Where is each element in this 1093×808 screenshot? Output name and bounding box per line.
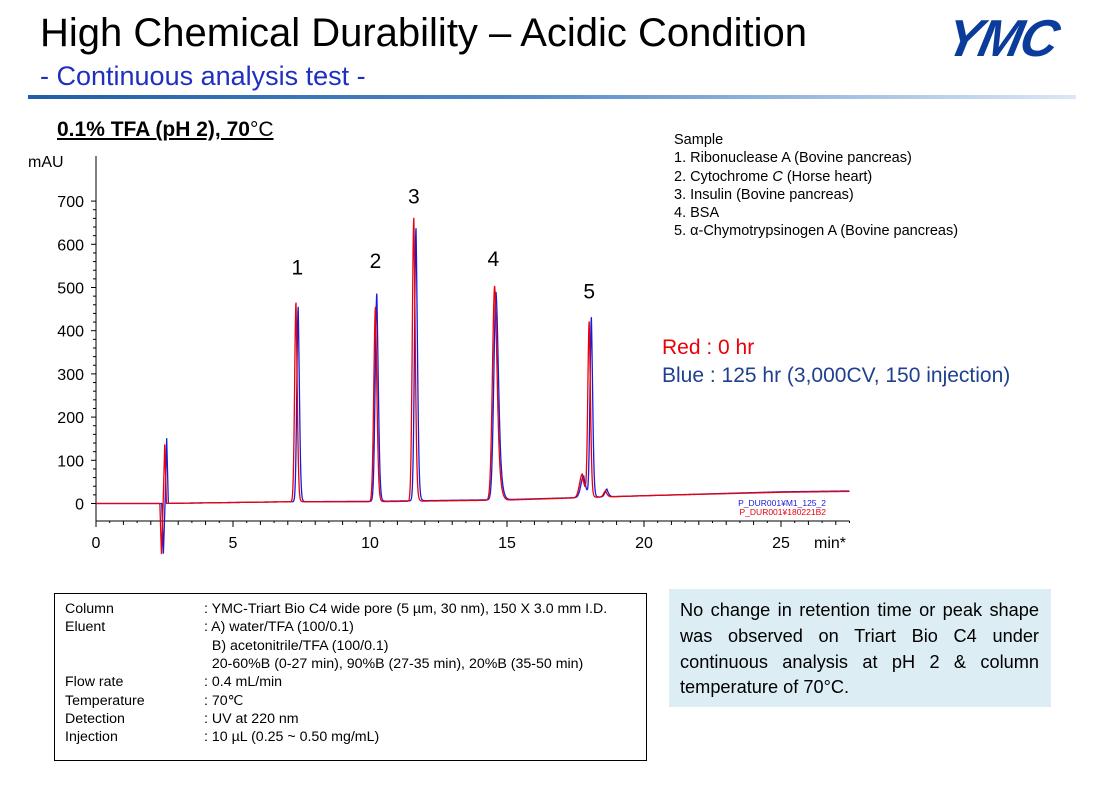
- y-tick-label: 0: [75, 497, 84, 514]
- sample-heading: Sample: [674, 132, 724, 148]
- y-tick-label: 100: [57, 453, 84, 470]
- sample-list: Sample 1. Ribonuclease A (Bovine pancrea…: [674, 131, 958, 241]
- header-divider: [28, 95, 1076, 99]
- file-label: P_DUR001¥180221B2: [740, 507, 827, 517]
- x-tick-label: 0: [92, 535, 101, 552]
- x-tick-label: 5: [229, 535, 238, 552]
- y-tick-label: 600: [57, 237, 84, 254]
- y-tick-label: 400: [57, 324, 84, 341]
- trace-line: [95, 227, 851, 554]
- y-axis-label: mAU: [28, 154, 64, 171]
- y-tick-label: 700: [57, 194, 84, 211]
- sample-item: 2. Cytochrome C (Horse heart): [674, 168, 873, 185]
- trace-line: [95, 217, 851, 555]
- condition-value: : 70℃: [204, 692, 244, 709]
- peak-label: 4: [487, 248, 499, 271]
- sample-item: 4. BSA: [674, 205, 720, 222]
- condition-value: : A) water/TFA (100/0.1): [204, 619, 354, 636]
- sample-item: 1. Ribonuclease A (Bovine pancreas): [674, 150, 912, 167]
- condition-value: : 0.4 mL/min: [204, 674, 283, 691]
- page-subtitle: - Continuous analysis test -: [40, 61, 366, 91]
- sample-item: 5. α-Chymotrypsinogen A (Bovine pancreas…: [674, 223, 959, 240]
- peak-label: 3: [408, 185, 420, 208]
- summary-note: No change in retention time or peak shap…: [669, 589, 1051, 707]
- condition-value: : YMC-Triart Bio C4 wide pore (5 µm, 30 …: [204, 601, 608, 617]
- file-label: P_DUR001¥M1_125_2: [738, 498, 826, 508]
- condition-label: Eluent: [65, 619, 106, 636]
- sample-item: 3. Insulin (Bovine pancreas): [674, 186, 854, 203]
- condition-unit: °C: [249, 118, 274, 141]
- x-tick-label: 25: [772, 535, 790, 552]
- y-tick-label: 300: [57, 367, 84, 384]
- page-title: High Chemical Durability – Acidic Condit…: [40, 11, 808, 55]
- y-tick-label: 200: [57, 410, 84, 427]
- legend-blue: Blue : 125 hr (3,000CV, 150 injection): [662, 364, 1011, 387]
- x-tick-label: 15: [498, 535, 516, 552]
- peak-label: 5: [583, 280, 595, 303]
- condition-label: Injection: [65, 729, 118, 746]
- peak-label: 1: [292, 257, 304, 280]
- condition-label: Column: [65, 601, 114, 617]
- x-axis-label: min*: [814, 535, 846, 552]
- condition-main: 0.1% TFA (pH 2), 70: [57, 118, 250, 141]
- peak-label: 2: [370, 250, 382, 273]
- y-tick-label: 500: [57, 281, 84, 298]
- x-tick-label: 20: [635, 535, 653, 552]
- condition-label: Detection: [65, 710, 125, 727]
- x-tick-label: 10: [361, 535, 379, 552]
- condition-value: B) acetonitrile/TFA (100/0.1): [204, 637, 389, 654]
- conditions-box: Column : YMC-Triart Bio C4 wide pore (5 µ…: [54, 593, 647, 761]
- chart-condition-title: 0.1% TFA (pH 2), 70°C: [57, 118, 274, 142]
- legend-red: Red : 0 hr: [662, 336, 755, 359]
- ymc-logo: YMC: [948, 10, 1066, 64]
- svg-text:YMC: YMC: [948, 10, 1066, 64]
- condition-label: Temperature: [65, 692, 145, 709]
- condition-value: : UV at 220 nm: [204, 710, 299, 727]
- condition-value: : 10 µL (0.25 ~ 0.50 mg/mL): [204, 729, 380, 746]
- condition-label: Flow rate: [65, 674, 124, 691]
- condition-value: 20-60%B (0-27 min), 90%B (27-35 min), 20…: [204, 655, 584, 672]
